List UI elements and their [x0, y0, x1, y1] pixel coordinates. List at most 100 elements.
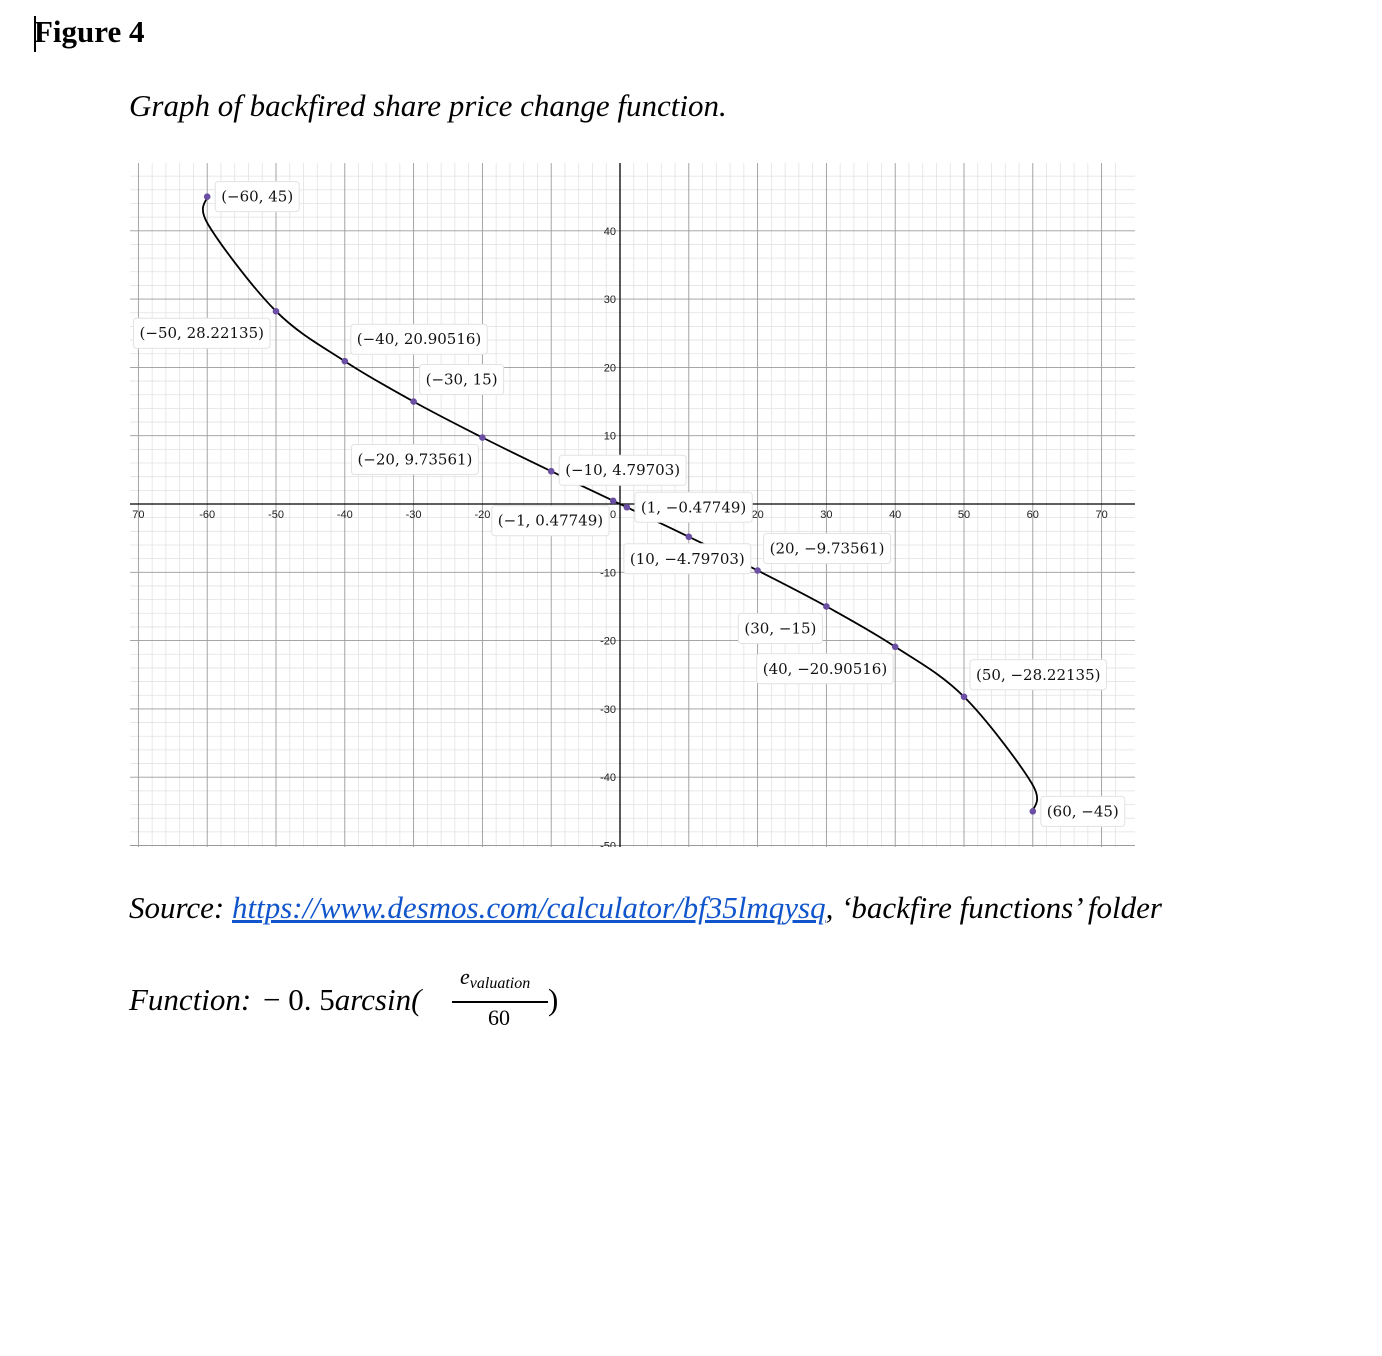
point-label-text: (−1, 0.47749) — [498, 512, 603, 530]
point-label-text: (−60, 45) — [221, 188, 293, 206]
figure-label: Figure 4 — [34, 14, 145, 49]
point-label-box — [623, 543, 752, 575]
data-point — [341, 357, 349, 365]
function-curve — [201, 196, 1039, 812]
point-label: (40, −20.90516) — [756, 653, 894, 685]
y-tick-label: -10 — [600, 567, 616, 579]
point-label-text: (20, −9.73561) — [770, 539, 885, 557]
function-name: arcsin( — [334, 982, 422, 1017]
tick-labels: 70 -60 -50 -40 -30 -20 0 20 30 40 50 60 70 40 30 20 10 -1… — [132, 226, 1107, 847]
point-label: (−20, 9.73561) — [350, 444, 479, 476]
numerator-base: e — [460, 964, 470, 989]
x-tick-label: 20 — [751, 509, 763, 521]
y-tick-label: -40 — [600, 772, 616, 784]
function-graph: 70 -60 -50 -40 -30 -20 0 20 30 40 50 60 70 40 30 20 10 -1… — [130, 163, 1135, 847]
point-label-box — [756, 653, 894, 685]
data-point — [754, 567, 761, 574]
point-label-text: (−50, 28.22135) — [140, 324, 264, 342]
point-label-box — [214, 181, 300, 213]
data-point — [960, 693, 968, 701]
point-label: (50, −28.22135) — [969, 659, 1107, 691]
point-label-text: (60, −45) — [1047, 802, 1119, 820]
point-label: (60, −45) — [1040, 795, 1126, 827]
x-tick-label: 50 — [958, 509, 970, 521]
y-tick-label: 10 — [604, 431, 616, 443]
data-point — [609, 497, 617, 505]
data-point — [203, 193, 211, 200]
point-label-box — [1040, 795, 1126, 827]
function-close-paren: ) — [548, 982, 559, 1017]
point-label-text: (30, −15) — [744, 619, 816, 637]
x-tick-label: 40 — [889, 509, 901, 521]
axes — [130, 163, 1135, 847]
fraction-numerator: evaluation — [460, 964, 530, 993]
data-point — [823, 603, 830, 610]
point-label: (−10, 4.79703) — [558, 454, 687, 486]
numerator-subscript: valuation — [469, 975, 531, 992]
point-label: (−50, 28.22135) — [133, 317, 271, 349]
text-cursor — [34, 16, 36, 52]
point-label: (30, −15) — [737, 612, 823, 644]
data-point — [272, 307, 280, 315]
point-label-box — [558, 454, 687, 486]
fraction-denominator: 60 — [488, 1005, 510, 1030]
x-tick-label: -40 — [337, 509, 353, 521]
point-label-text: (50, −28.22135) — [976, 666, 1100, 684]
data-point — [410, 398, 417, 405]
point-labels: (−60, 45) (−50, 28.22135) (−40, 20.90516) (… — [133, 181, 1126, 827]
y-tick-label: 20 — [604, 362, 616, 374]
y-tick-label: -50 — [600, 841, 616, 848]
y-tick-label: -20 — [600, 636, 616, 648]
point-label: (10, −4.79703) — [623, 543, 752, 575]
data-point — [623, 503, 631, 511]
point-label: (1, −0.47749) — [634, 491, 753, 523]
point-label: (−30, 15) — [419, 364, 505, 396]
point-label-text: (1, −0.47749) — [641, 498, 746, 516]
data-point — [479, 434, 486, 441]
point-label-text: (40, −20.90516) — [763, 660, 887, 678]
data-point — [685, 533, 693, 541]
source-prefix: Source: — [129, 890, 233, 925]
x-tick-label: -50 — [268, 509, 284, 521]
point-label-box — [350, 323, 488, 355]
point-label-text: (−10, 4.79703) — [565, 461, 680, 479]
point-label-box — [737, 612, 823, 644]
major-grid — [130, 163, 1135, 847]
x-tick-label: 0 — [610, 509, 616, 521]
point-label-box — [419, 364, 505, 396]
minor-grid — [130, 163, 1135, 847]
point-label: (−40, 20.90516) — [350, 323, 488, 355]
point-label-text: (−30, 15) — [426, 371, 498, 389]
y-tick-label: 30 — [604, 294, 616, 306]
function-label: Function: — [129, 982, 252, 1017]
x-tick-label: -60 — [199, 509, 215, 521]
x-tick-label: 70 — [1095, 509, 1107, 521]
data-point — [547, 467, 555, 475]
x-tick-label: 70 — [132, 509, 144, 521]
y-tick-label: -30 — [600, 704, 616, 716]
source-suffix: , ‘backfire functions’ folder — [825, 890, 1162, 925]
data-point — [1029, 808, 1037, 815]
point-label: (20, −9.73561) — [763, 532, 892, 564]
data-point — [891, 643, 899, 651]
point-label-text: (10, −4.79703) — [630, 550, 745, 568]
x-tick-label: 30 — [820, 509, 832, 521]
data-points — [203, 193, 1037, 815]
function-coefficient: − 0. 5 — [263, 982, 335, 1017]
point-label-box — [491, 505, 610, 537]
point-label: (−1, 0.47749) — [491, 505, 610, 537]
source-link[interactable]: https://www.desmos.com/calculator/bf35lm… — [232, 890, 826, 925]
point-label-text: (−20, 9.73561) — [357, 451, 472, 469]
x-tick-label: -20 — [474, 509, 490, 521]
point-label-box — [133, 317, 271, 349]
point-label: (−60, 45) — [214, 181, 300, 213]
figure-caption: Graph of backfired share price change fu… — [129, 88, 727, 123]
point-label-box — [763, 532, 892, 564]
point-label-box — [634, 491, 753, 523]
fraction-bar — [452, 1001, 548, 1003]
function-expression: − 0. 5arcsin( — [263, 982, 421, 1018]
curve — [201, 196, 1039, 812]
point-label-box — [350, 444, 479, 476]
point-label-box — [969, 659, 1107, 691]
x-tick-label: 60 — [1027, 509, 1039, 521]
